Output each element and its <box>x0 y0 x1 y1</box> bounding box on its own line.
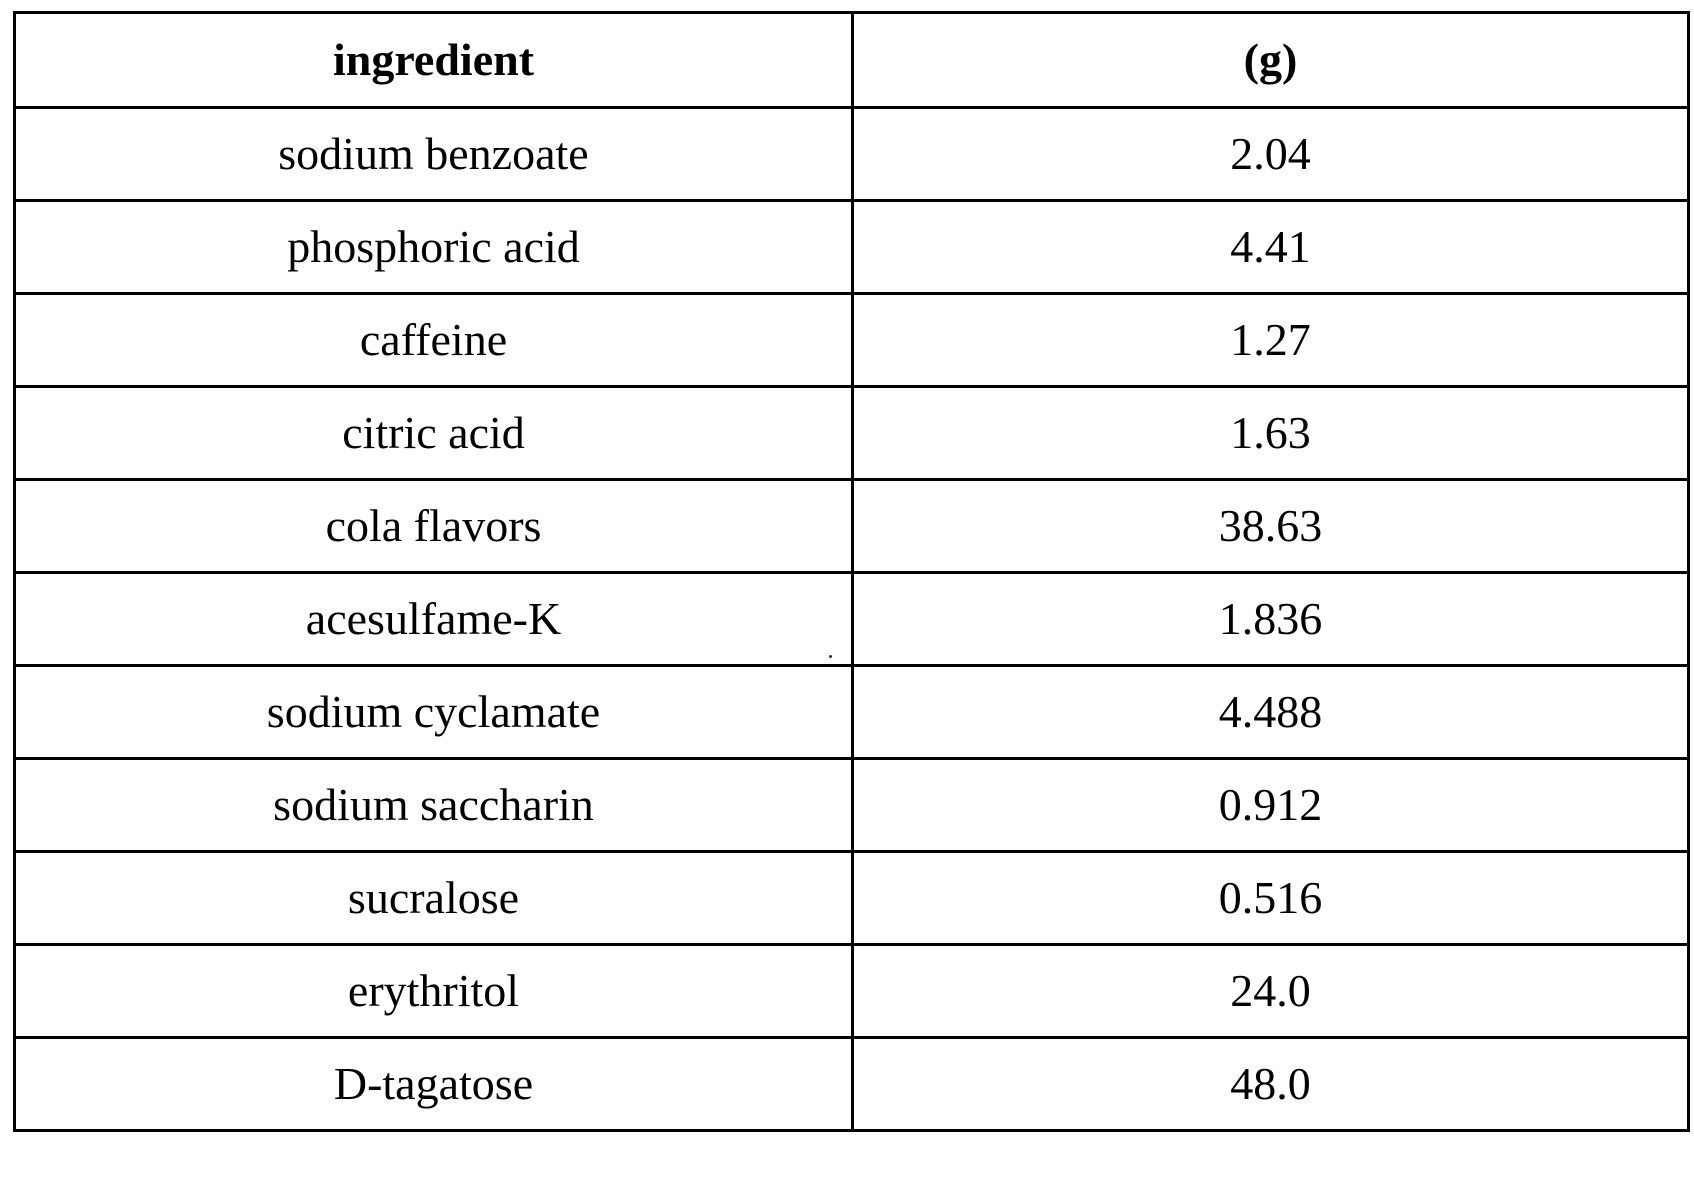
ingredient-cell: D-tagatose <box>13 1036 854 1132</box>
ingredient-cell: sodium cyclamate <box>13 664 854 760</box>
ingredient-cell: phosphoric acid <box>13 199 854 295</box>
table-row: cola flavors 38.63 <box>13 478 1690 574</box>
ingredient-cell: sucralose <box>13 850 854 946</box>
ingredient-cell: sodium saccharin <box>13 757 854 853</box>
amount-cell: 1.27 <box>851 292 1690 388</box>
table-row: sodium saccharin 0.912 <box>13 757 1690 853</box>
amount-cell: 0.516 <box>851 850 1690 946</box>
table-row: sucralose 0.516 <box>13 850 1690 946</box>
header-ingredient: ingredient <box>13 11 854 109</box>
table-row: erythritol 24.0 <box>13 943 1690 1039</box>
amount-cell: 1.63 <box>851 385 1690 481</box>
amount-cell: 38.63 <box>851 478 1690 574</box>
amount-cell: 2.04 <box>851 106 1690 202</box>
amount-cell: 24.0 <box>851 943 1690 1039</box>
ingredient-cell: cola flavors <box>13 478 854 574</box>
amount-cell: 0.912 <box>851 757 1690 853</box>
table-row: acesulfame-K 1.836 <box>13 571 1690 667</box>
ingredient-cell: caffeine <box>13 292 854 388</box>
header-grams: (g) <box>851 11 1690 109</box>
scan-speck <box>829 655 832 658</box>
ingredient-cell: sodium benzoate <box>13 106 854 202</box>
ingredient-cell: citric acid <box>13 385 854 481</box>
amount-cell: 48.0 <box>851 1036 1690 1132</box>
table-row: phosphoric acid 4.41 <box>13 199 1690 295</box>
table-row: sodium cyclamate 4.488 <box>13 664 1690 760</box>
ingredient-table-container: ingredient (g) sodium benzoate 2.04 phos… <box>13 11 1690 1132</box>
ingredient-cell: erythritol <box>13 943 854 1039</box>
amount-cell: 4.41 <box>851 199 1690 295</box>
amount-cell: 1.836 <box>851 571 1690 667</box>
table-row: caffeine 1.27 <box>13 292 1690 388</box>
table-row: sodium benzoate 2.04 <box>13 106 1690 202</box>
table-header-row: ingredient (g) <box>13 11 1690 109</box>
table-row: citric acid 1.63 <box>13 385 1690 481</box>
ingredient-cell: acesulfame-K <box>13 571 854 667</box>
table-row: D-tagatose 48.0 <box>13 1036 1690 1132</box>
ingredient-table: ingredient (g) sodium benzoate 2.04 phos… <box>13 11 1690 1132</box>
amount-cell: 4.488 <box>851 664 1690 760</box>
